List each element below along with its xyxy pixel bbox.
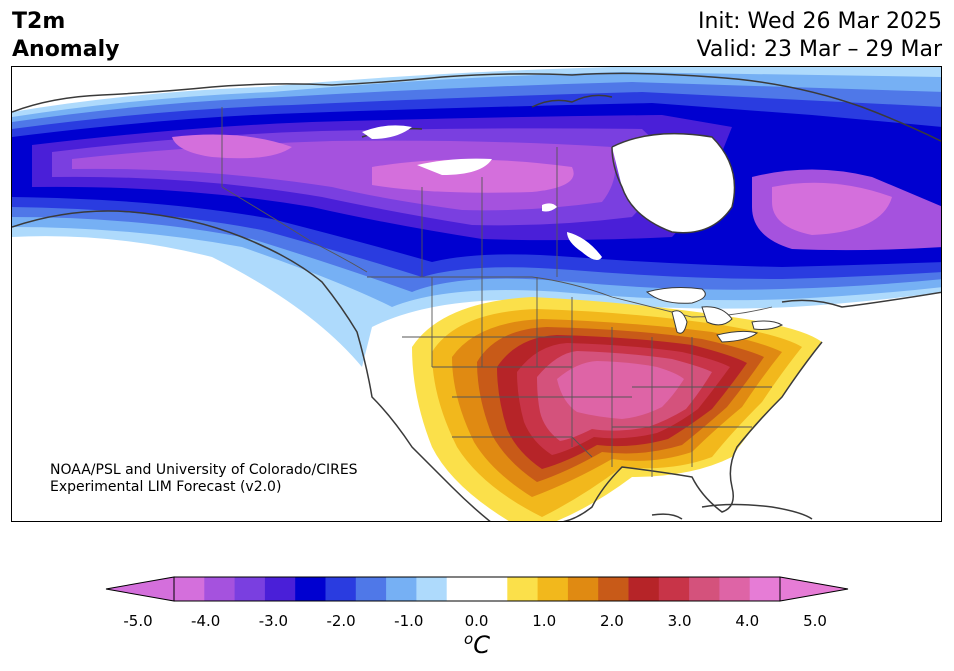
anomaly-core-cold-west — [172, 134, 292, 159]
title-line-2: Anomaly — [12, 37, 120, 62]
colorbar-segment — [537, 577, 569, 601]
coastlines — [12, 72, 941, 521]
colorbar-segment — [628, 577, 660, 601]
init-date: Init: Wed 26 Mar 2025 — [697, 9, 942, 34]
colorbar-tick-label: 2.0 — [599, 612, 624, 630]
colorbar-min-arrow — [105, 576, 175, 602]
colorbar-segment — [386, 577, 417, 601]
colorbar-segment — [719, 577, 751, 601]
colorbar-segment — [204, 577, 236, 601]
date-info: Init: Wed 26 Mar 2025 Valid: 23 Mar – 29… — [697, 8, 942, 64]
colorbar-segments — [174, 577, 781, 601]
temperature-anomaly-map: NOAA/PSL and University of Colorado/CIRE… — [11, 66, 942, 522]
colorbar-frame — [173, 576, 781, 602]
map-title: T2m Anomaly — [12, 8, 119, 64]
colorbar-segment — [295, 577, 326, 601]
anomaly-core-cold-east-inner — [772, 182, 892, 235]
colorbar-segment — [446, 577, 478, 601]
hudson-bay — [612, 133, 735, 233]
colorbar — [105, 576, 849, 602]
colorbar-segment — [689, 577, 720, 601]
lake-great-bear — [362, 125, 412, 139]
colorbar-tick-label: -4.0 — [191, 612, 221, 630]
colorbar-tick-label: -3.0 — [258, 612, 289, 630]
title-line-1: T2m — [12, 9, 66, 34]
political-borders — [221, 107, 773, 477]
colorbar-segment — [598, 577, 629, 601]
lake-winnipeg — [567, 232, 602, 261]
colorbar-segment — [174, 577, 205, 601]
unit-superscript: o — [464, 630, 474, 648]
colorbar-segment — [355, 577, 387, 601]
colorbar-max-arrow — [779, 576, 849, 602]
credit-text: NOAA/PSL and University of Colorado/CIRE… — [50, 462, 358, 496]
colorbar-tick-label: 4.0 — [735, 612, 760, 630]
colorbar-segment — [658, 577, 690, 601]
lake-great-slave — [417, 158, 492, 175]
colorbar-tick-label: 5.0 — [803, 612, 827, 630]
colorbar-segment — [567, 577, 599, 601]
colorbar-segment — [477, 577, 508, 601]
colorbar-tick-label: -5.0 — [123, 612, 153, 630]
colorbar-segment — [416, 577, 448, 601]
valid-range: Valid: 23 Mar – 29 Mar — [696, 37, 942, 62]
colorbar-segment — [507, 577, 539, 601]
colorbar-tick-label: 3.0 — [667, 612, 692, 630]
credit-line-1: NOAA/PSL and University of Colorado/CIRE… — [50, 462, 358, 478]
colorbar-segment — [749, 577, 781, 601]
map-canvas — [12, 67, 941, 521]
credit-line-2: Experimental LIM Forecast (v2.0) — [50, 479, 282, 495]
colorbar-segment — [234, 577, 266, 601]
colorbar-tick-label: -2.0 — [326, 612, 356, 630]
anomaly-band-cold-8 — [72, 140, 616, 211]
colorbar-tick-label: -1.0 — [394, 612, 424, 630]
great-lakes — [645, 287, 784, 343]
unit-letter: C — [473, 631, 490, 659]
anomaly-core-cold-central — [372, 159, 574, 193]
colorbar-segment — [325, 577, 357, 601]
colorbar-unit: oC — [464, 630, 490, 659]
colorbar-segment — [264, 577, 296, 601]
lake-athabasca — [542, 203, 557, 212]
colorbar-tick-label: 1.0 — [532, 612, 557, 630]
colorbar-tick-label: 0.0 — [464, 612, 489, 630]
